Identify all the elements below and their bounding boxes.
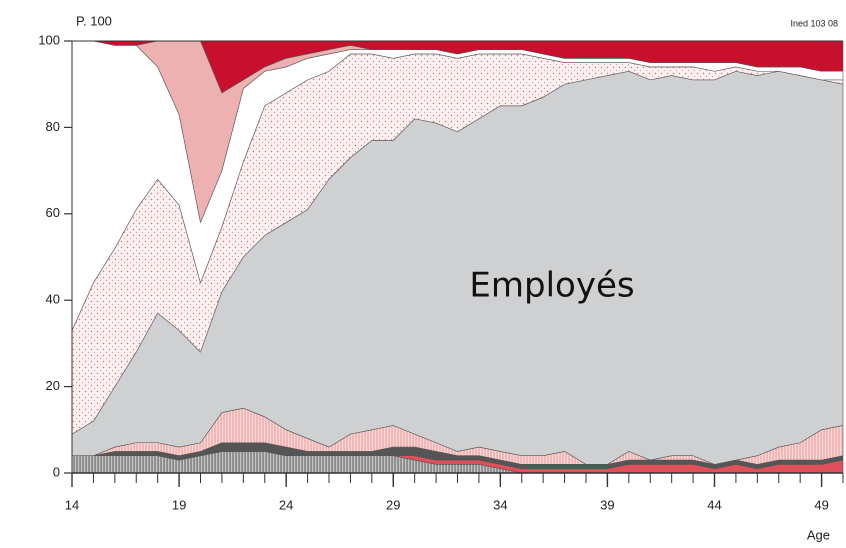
- x-tick-label: 34: [493, 497, 507, 512]
- x-label: Age: [807, 527, 830, 542]
- series-label: Employés: [469, 266, 634, 306]
- x-tick-label: 44: [707, 497, 721, 512]
- y-unit: P. 100: [76, 13, 112, 28]
- y-tick-label: 20: [46, 378, 60, 393]
- x-tick-label: 19: [172, 497, 186, 512]
- x-tick-label: 14: [65, 497, 79, 512]
- x-tick-label: 29: [386, 497, 400, 512]
- x-tick-label: 39: [600, 497, 614, 512]
- area-dots: [72, 53, 843, 435]
- y-tick-label: 60: [46, 205, 60, 220]
- y-tick-label: 80: [46, 119, 60, 134]
- source: Ined 103 08: [790, 18, 838, 28]
- x-tick-label: 49: [814, 497, 828, 512]
- x-tick-label: 24: [279, 497, 293, 512]
- y-tick-label: 100: [38, 32, 60, 47]
- y-tick-label: 40: [46, 292, 60, 307]
- y-tick-label: 0: [53, 464, 60, 479]
